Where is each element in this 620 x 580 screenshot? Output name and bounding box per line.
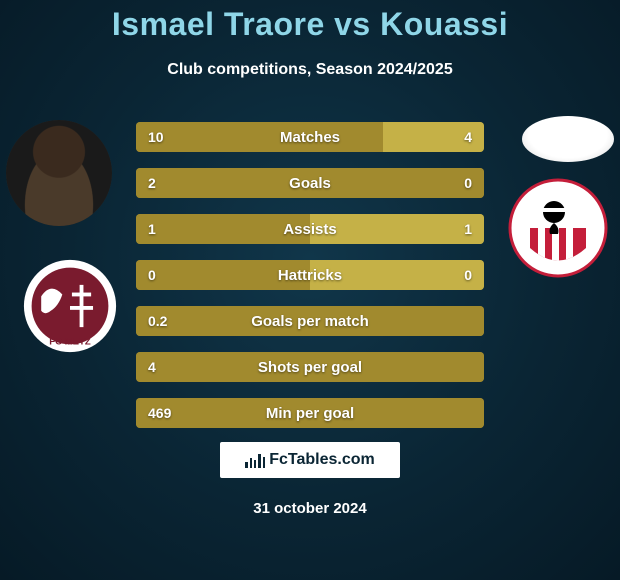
bar-row: 20Goals <box>136 168 484 198</box>
bar-row: 11Assists <box>136 214 484 244</box>
club-badge-left: FC METZ <box>22 258 118 354</box>
bar-label: Assists <box>136 214 484 244</box>
bar-row: 469Min per goal <box>136 398 484 428</box>
club-badge-right <box>508 178 608 278</box>
bar-row: 104Matches <box>136 122 484 152</box>
bar-label: Hattricks <box>136 260 484 290</box>
chart-icon <box>245 452 265 468</box>
club-left-text: FC METZ <box>49 336 91 347</box>
player-left-avatar <box>6 120 112 226</box>
brand-text: FcTables.com <box>269 451 375 469</box>
subtitle: Club competitions, Season 2024/2025 <box>0 61 620 79</box>
bar-label: Matches <box>136 122 484 152</box>
brand-logo: FcTables.com <box>220 442 400 478</box>
comparison-bars: 104Matches 20Goals 11Assists 00Hattricks 0.2… <box>136 122 484 444</box>
bar-label: Goals per match <box>136 306 484 336</box>
bar-label: Goals <box>136 168 484 198</box>
bar-label: Shots per goal <box>136 352 484 382</box>
page-title: Ismael Traore vs Kouassi <box>0 0 620 43</box>
bar-label: Min per goal <box>136 398 484 428</box>
bar-row: 00Hattricks <box>136 260 484 290</box>
date-text: 31 october 2024 <box>0 500 620 517</box>
bar-row: 0.2Goals per match <box>136 306 484 336</box>
player-right-avatar <box>522 116 614 162</box>
bar-row: 4Shots per goal <box>136 352 484 382</box>
